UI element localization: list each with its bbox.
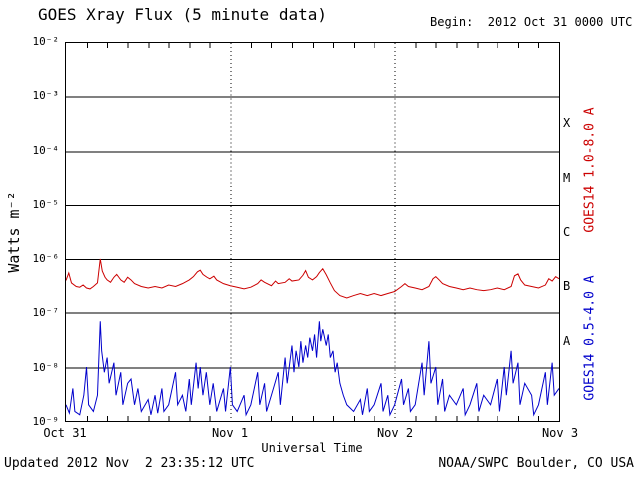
flare-class-label-x: X — [563, 116, 571, 131]
channel-label-long: GOES14 1.0-8.0 A — [582, 107, 598, 233]
flare-class-label-a: A — [563, 333, 571, 348]
y-tick-label: 10⁻² — [32, 35, 60, 48]
x-tick-label: Nov 1 — [211, 426, 249, 440]
x-tick-label: Oct 31 — [43, 426, 87, 440]
source-attribution: NOAA/SWPC Boulder, CO USA — [438, 456, 634, 471]
xray-long-series — [66, 258, 559, 299]
y-tick-label: 10⁻⁸ — [32, 360, 60, 374]
updated-timestamp: Updated 2012 Nov 2 23:35:12 UTC — [4, 456, 255, 471]
y-tick-label: 10⁻⁹ — [32, 415, 60, 428]
flare-class-label-c: C — [563, 225, 571, 239]
y-tick-label: 10⁻⁴ — [32, 143, 60, 157]
y-tick-label: 10⁻³ — [32, 89, 60, 103]
x-tick-label: Nov 2 — [376, 426, 414, 440]
xray-short-series — [66, 321, 559, 417]
begin-time-label: Begin: 2012 Oct 31 0000 UTC — [430, 15, 633, 29]
flare-class-label-m: M — [563, 170, 571, 185]
flare-class-label-b: B — [563, 279, 571, 294]
x-tick-label: Nov 3 — [541, 426, 579, 440]
plot-area — [65, 42, 560, 422]
y-tick-label: 10⁻⁶ — [32, 252, 60, 266]
xray-flux-chart — [66, 43, 559, 421]
y-tick-label: 10⁻⁷ — [32, 306, 60, 320]
x-axis-title: Universal Time — [261, 441, 363, 455]
y-tick-label: 10⁻⁵ — [32, 197, 60, 211]
channel-label-short: GOES14 0.5-4.0 A — [582, 275, 598, 401]
page-title: GOES Xray Flux (5 minute data) — [38, 5, 327, 24]
